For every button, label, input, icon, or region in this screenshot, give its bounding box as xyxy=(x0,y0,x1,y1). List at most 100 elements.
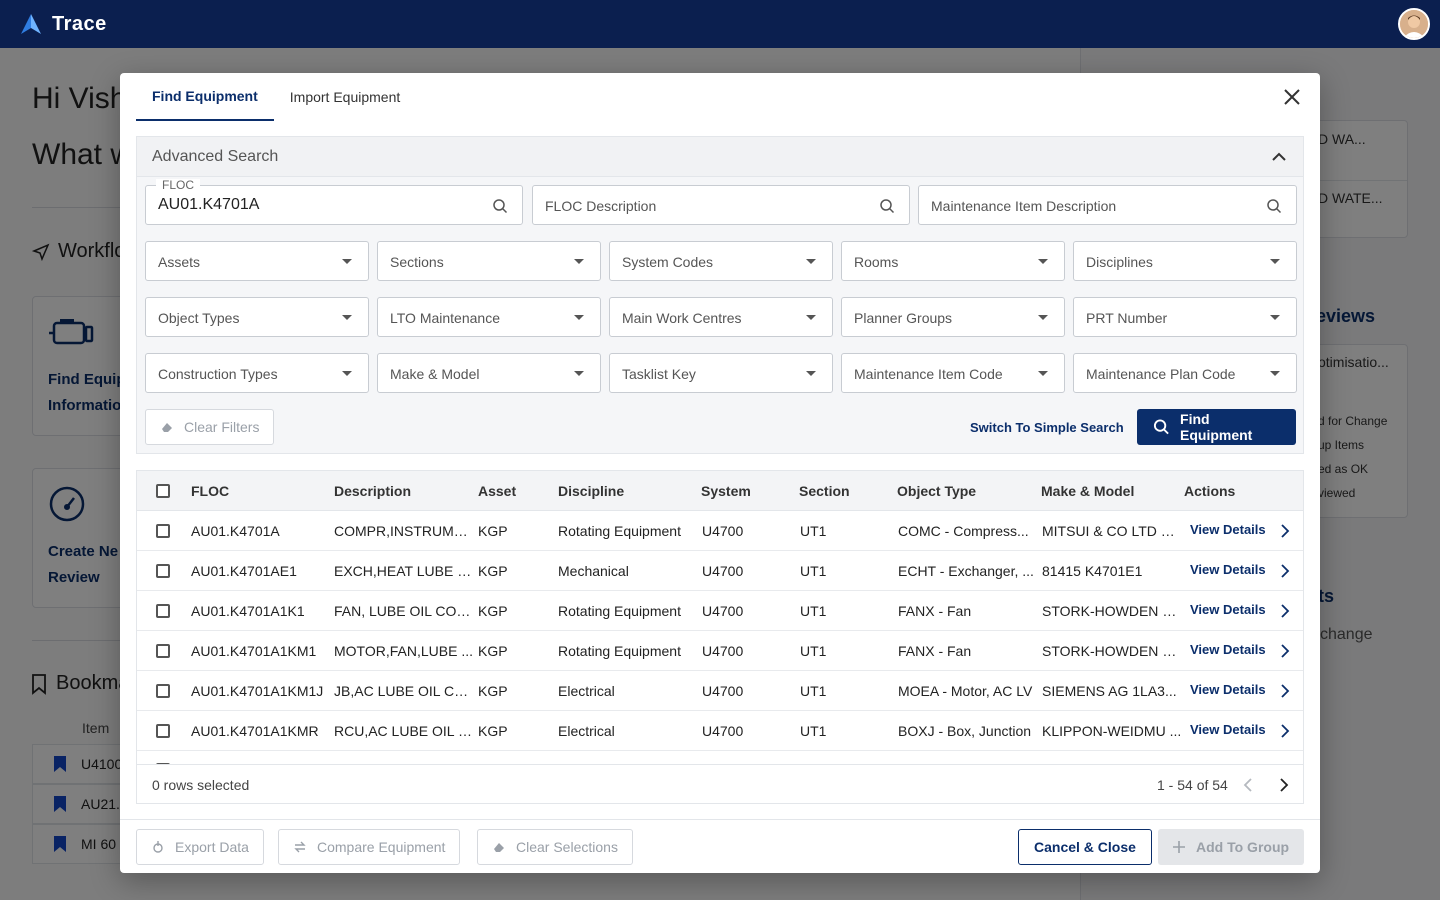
search-icon[interactable] xyxy=(879,198,895,214)
column-header-make-model[interactable]: Make & Model xyxy=(1041,483,1135,499)
row-checkbox[interactable] xyxy=(156,684,170,698)
column-header-asset[interactable]: Asset xyxy=(478,483,517,499)
chevron-left-icon[interactable] xyxy=(1241,777,1255,793)
table-row[interactable]: AU01.K4701A1KM1 MOTOR,FAN,LUBE ... KGP R… xyxy=(137,631,1303,671)
table-footer: 0 rows selected 1 - 54 of 54 xyxy=(137,764,1303,803)
add-to-group-button[interactable]: Add To Group xyxy=(1158,829,1304,865)
dropdown-tasklist-key[interactable]: Tasklist Key xyxy=(609,353,833,393)
table-row[interactable]: AU01.K4701A1KM1J JB,AC LUBE OIL CO... KG… xyxy=(137,671,1303,711)
clear-selections-button[interactable]: Clear Selections xyxy=(477,829,633,865)
column-header-description[interactable]: Description xyxy=(334,483,412,499)
logo-icon xyxy=(21,14,41,34)
dropdown-label: Main Work Centres xyxy=(622,310,742,326)
cell-discipline: Mechanical xyxy=(558,563,629,579)
search-icon[interactable] xyxy=(492,198,508,214)
search-icon[interactable] xyxy=(1266,198,1282,214)
dropdown-label: Planner Groups xyxy=(854,310,953,326)
row-checkbox[interactable] xyxy=(156,564,170,578)
dropdown-assets[interactable]: Assets xyxy=(145,241,369,281)
view-details-link[interactable]: View Details xyxy=(1190,642,1266,657)
column-header-system[interactable]: System xyxy=(701,483,751,499)
results-table: FLOC Description Asset Discipline System… xyxy=(136,470,1304,804)
dropdown-rooms[interactable]: Rooms xyxy=(841,241,1065,281)
dropdown-disciplines[interactable]: Disciplines xyxy=(1073,241,1297,281)
rows-selected-count: 0 rows selected xyxy=(152,777,250,793)
caret-down-icon xyxy=(1038,371,1048,376)
cancel-close-button[interactable]: Cancel & Close xyxy=(1018,829,1152,865)
clear-filters-button[interactable]: Clear Filters xyxy=(145,409,275,445)
floc-field[interactable]: FLOC AU01.K4701A xyxy=(145,179,523,225)
cell-asset: KGP xyxy=(478,603,508,619)
chevron-right-icon[interactable] xyxy=(1278,563,1292,579)
user-avatar[interactable] xyxy=(1398,8,1430,40)
view-details-link[interactable]: View Details xyxy=(1190,602,1266,617)
column-header-object-type[interactable]: Object Type xyxy=(897,483,977,499)
dropdown-lto-maintenance[interactable]: LTO Maintenance xyxy=(377,297,601,337)
close-icon[interactable] xyxy=(1280,85,1304,109)
clear-filters-label: Clear Filters xyxy=(184,419,260,435)
compare-equipment-button[interactable]: Compare Equipment xyxy=(278,829,461,865)
export-data-button[interactable]: Export Data xyxy=(136,829,264,865)
dropdown-label: Construction Types xyxy=(158,366,278,382)
cell-asset: KGP xyxy=(478,523,508,539)
table-row[interactable]: AU01.K4701A1K1 FAN, LUBE OIL COO... KGP … xyxy=(137,591,1303,631)
cell-asset: KGP xyxy=(478,683,508,699)
dropdown-make-model[interactable]: Make & Model xyxy=(377,353,601,393)
column-header-section[interactable]: Section xyxy=(799,483,850,499)
advanced-search-header[interactable]: Advanced Search xyxy=(137,137,1303,177)
add-to-group-label: Add To Group xyxy=(1196,839,1290,855)
dropdown-prt-number[interactable]: PRT Number xyxy=(1073,297,1297,337)
dropdown-planner-groups[interactable]: Planner Groups xyxy=(841,297,1065,337)
table-row[interactable]: AU01.K4701A COMPR,INSTRUME... KGP Rotati… xyxy=(137,511,1303,551)
tab-find-equipment[interactable]: Find Equipment xyxy=(136,73,274,121)
maintenance-item-description-field[interactable]: Maintenance Item Description xyxy=(918,185,1297,225)
dropdown-system-codes[interactable]: System Codes xyxy=(609,241,833,281)
caret-down-icon xyxy=(574,371,584,376)
view-details-link[interactable]: View Details xyxy=(1190,682,1266,697)
dropdown-maintenance-plan-code[interactable]: Maintenance Plan Code xyxy=(1073,353,1297,393)
dropdown-main-work-centres[interactable]: Main Work Centres xyxy=(609,297,833,337)
row-checkbox[interactable] xyxy=(156,644,170,658)
row-checkbox[interactable] xyxy=(156,524,170,538)
view-details-link[interactable]: View Details xyxy=(1190,522,1266,537)
chevron-right-icon[interactable] xyxy=(1278,643,1292,659)
column-header-floc[interactable]: FLOC xyxy=(191,483,230,499)
chevron-right-icon[interactable] xyxy=(1278,723,1292,739)
chevron-right-icon[interactable] xyxy=(1278,603,1292,619)
switch-simple-search-link[interactable]: Switch To Simple Search xyxy=(970,419,1124,435)
chevron-up-icon[interactable] xyxy=(1269,147,1289,167)
plus-icon xyxy=(1173,841,1185,853)
dropdown-label: PRT Number xyxy=(1086,310,1168,326)
pagination-range: 1 - 54 of 54 xyxy=(1157,777,1228,793)
floc-description-field[interactable]: FLOC Description xyxy=(532,185,910,225)
select-all-checkbox[interactable] xyxy=(156,484,170,498)
floc-value[interactable]: AU01.K4701A xyxy=(158,196,260,213)
cell-system: U4700 xyxy=(702,563,744,579)
footer-divider xyxy=(120,819,1320,820)
dropdown-label: Disciplines xyxy=(1086,254,1153,270)
cell-section: UT1 xyxy=(800,523,827,539)
caret-down-icon xyxy=(1038,259,1048,264)
dropdown-maintenance-item-code[interactable]: Maintenance Item Code xyxy=(841,353,1065,393)
chevron-right-icon[interactable] xyxy=(1277,777,1291,793)
table-row[interactable]: AU01.K4701A1KMR RCU,AC LUBE OIL O... KGP… xyxy=(137,711,1303,751)
cell-system: U4700 xyxy=(702,643,744,659)
row-checkbox[interactable] xyxy=(156,724,170,738)
chevron-right-icon[interactable] xyxy=(1278,523,1292,539)
cell-discipline: Electrical xyxy=(558,723,615,739)
view-details-link[interactable]: View Details xyxy=(1190,722,1266,737)
dropdown-sections[interactable]: Sections xyxy=(377,241,601,281)
chevron-right-icon[interactable] xyxy=(1278,683,1292,699)
find-equipment-button[interactable]: Find Equipment xyxy=(1137,409,1296,445)
row-checkbox[interactable] xyxy=(156,604,170,618)
table-row-partial[interactable] xyxy=(137,751,1303,777)
cell-object-type: BOXJ - Box, Junction xyxy=(898,723,1032,739)
dropdown-construction-types[interactable]: Construction Types xyxy=(145,353,369,393)
view-details-link[interactable]: View Details xyxy=(1190,562,1266,577)
find-equipment-label: Find Equipment xyxy=(1180,411,1253,443)
app-logo[interactable]: Trace xyxy=(20,13,107,36)
column-header-discipline[interactable]: Discipline xyxy=(558,483,625,499)
table-row[interactable]: AU01.K4701AE1 EXCH,HEAT LUBE O... KGP Me… xyxy=(137,551,1303,591)
dropdown-object-types[interactable]: Object Types xyxy=(145,297,369,337)
tab-import-equipment[interactable]: Import Equipment xyxy=(289,89,401,105)
